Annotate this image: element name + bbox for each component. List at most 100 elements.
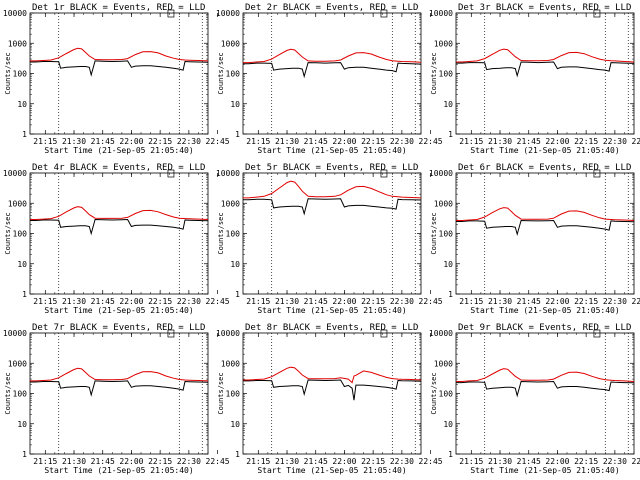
y-axis-label: Counts/sec — [4, 372, 12, 414]
panel-title: Det 4r BLACK = Events, RED = LLD — [32, 163, 205, 173]
x-tick-label: 21:45 — [517, 457, 541, 466]
x-tick-label: 22:00 — [545, 297, 569, 306]
plot-marker-box — [593, 9, 601, 18]
y-axis-label: Counts/sec — [217, 212, 225, 254]
x-tick-label: 22:15 — [574, 137, 598, 146]
x-tick-label: 22:00 — [545, 457, 569, 466]
y-tick-label: 10 — [443, 420, 453, 429]
x-tick-label: 22:30 — [177, 457, 201, 466]
x-tick-label: 21:30 — [488, 457, 512, 466]
x-tick-label: 21:30 — [62, 457, 86, 466]
series-line-lld — [243, 180, 422, 199]
x-tick-label: 22:15 — [361, 137, 385, 146]
y-tick-label: 100 — [226, 230, 241, 239]
panel-title: Det 8r BLACK = Events, RED = LLD — [245, 323, 418, 333]
x-tick-label: 22:45 — [419, 137, 443, 146]
x-tick-label: 22:00 — [332, 457, 356, 466]
x-tick-label: 21:30 — [488, 137, 512, 146]
y-tick-label: 100 — [439, 70, 454, 79]
y-tick-label: 10 — [230, 260, 240, 269]
x-tick-label: 21:15 — [246, 137, 270, 146]
panel-title: Det 6r BLACK = Events, RED = LLD — [458, 163, 631, 173]
y-tick-label: 1000 — [434, 359, 453, 368]
x-tick-label: 21:15 — [246, 297, 270, 306]
x-tick-label: 21:15 — [459, 137, 483, 146]
y-tick-label: 1 — [22, 130, 27, 139]
x-tick-label: 22:45 — [632, 137, 640, 146]
x-tick-label: 22:00 — [545, 137, 569, 146]
x-tick-label: 22:30 — [603, 137, 627, 146]
y-tick-label: 100 — [13, 230, 28, 239]
x-tick-label: 22:00 — [332, 137, 356, 146]
y-tick-label: 10000 — [429, 169, 453, 178]
x-tick-label: 21:45 — [91, 297, 115, 306]
x-tick-label: 22:30 — [603, 297, 627, 306]
y-tick-label: 100 — [439, 230, 454, 239]
panel-9: Det 9r BLACK = Events, RED = LLD 1 10 100 10… — [429, 323, 640, 475]
x-tick-label: 21:15 — [33, 137, 57, 146]
plot-marker-box — [380, 329, 388, 338]
x-tick-label: 22:15 — [361, 457, 385, 466]
panel-4: Det 4r BLACK = Events, RED = LLD 1 10 100 10… — [3, 163, 230, 315]
x-tick-label: 21:15 — [459, 297, 483, 306]
series-line-events — [30, 218, 209, 236]
series-line-lld — [30, 206, 209, 220]
series-line-lld — [456, 207, 635, 221]
panel-title: Det 3r BLACK = Events, RED = LLD — [458, 3, 631, 13]
y-tick-label: 10000 — [3, 169, 27, 178]
y-tick-label: 10 — [230, 420, 240, 429]
y-tick-label: 1000 — [221, 199, 240, 208]
y-tick-label: 1 — [235, 130, 240, 139]
series-line-events — [30, 380, 209, 397]
y-axis-label: Counts/sec — [4, 212, 12, 254]
y-tick-label: 1 — [22, 290, 27, 299]
y-tick-label: 10000 — [429, 9, 453, 18]
x-tick-label: 22:15 — [574, 297, 598, 306]
x-axis-label: Start Time (21-Sep-05 21:05:40) — [44, 306, 193, 315]
y-tick-label: 10 — [17, 420, 27, 429]
x-tick-label: 21:30 — [488, 297, 512, 306]
x-axis-label: Start Time (21-Sep-05 21:05:40) — [257, 146, 406, 155]
x-tick-label: 21:45 — [517, 137, 541, 146]
y-tick-label: 100 — [439, 390, 454, 399]
series-line-lld — [456, 48, 635, 63]
y-tick-label: 1 — [448, 130, 453, 139]
y-tick-label: 10 — [17, 260, 27, 269]
y-tick-label: 10000 — [3, 9, 27, 18]
x-tick-label: 22:30 — [390, 137, 414, 146]
y-axis-label: Counts/sec — [430, 212, 438, 254]
x-tick-label: 21:45 — [304, 457, 328, 466]
plot-marker-box — [167, 9, 175, 18]
plot-marker-box — [167, 329, 175, 338]
y-tick-label: 100 — [226, 70, 241, 79]
x-axis-label: Start Time (21-Sep-05 21:05:40) — [470, 306, 619, 315]
x-tick-label: 21:15 — [459, 457, 483, 466]
x-axis-label: Start Time (21-Sep-05 21:05:40) — [257, 306, 406, 315]
y-axis-label: Counts/sec — [430, 52, 438, 94]
y-tick-label: 100 — [226, 390, 241, 399]
x-tick-label: 21:45 — [304, 297, 328, 306]
series-line-lld — [30, 47, 209, 62]
x-tick-label: 22:30 — [390, 297, 414, 306]
y-tick-label: 1000 — [434, 199, 453, 208]
plot-marker-box — [380, 169, 388, 178]
panels: Det 1r BLACK = Events, RED = LLD 1 10 100 10… — [3, 3, 640, 475]
x-tick-label: 22:30 — [390, 457, 414, 466]
x-tick-label: 21:45 — [517, 297, 541, 306]
y-tick-label: 10000 — [3, 329, 27, 338]
y-tick-label: 10000 — [216, 9, 240, 18]
series-line-events — [456, 380, 635, 398]
y-tick-label: 1000 — [8, 199, 27, 208]
y-tick-label: 1 — [22, 450, 27, 459]
y-tick-label: 10 — [443, 260, 453, 269]
y-tick-label: 100 — [13, 390, 28, 399]
x-tick-label: 21:30 — [275, 137, 299, 146]
panel-title: Det 2r BLACK = Events, RED = LLD — [245, 3, 418, 13]
panel-5: Det 5r BLACK = Events, RED = LLD 1 10 100 10… — [216, 163, 443, 315]
y-axis-label: Counts/sec — [217, 372, 225, 414]
series-line-events — [456, 61, 635, 78]
x-tick-label: 21:15 — [33, 297, 57, 306]
y-tick-label: 1000 — [221, 39, 240, 48]
panel-title: Det 9r BLACK = Events, RED = LLD — [458, 323, 631, 333]
